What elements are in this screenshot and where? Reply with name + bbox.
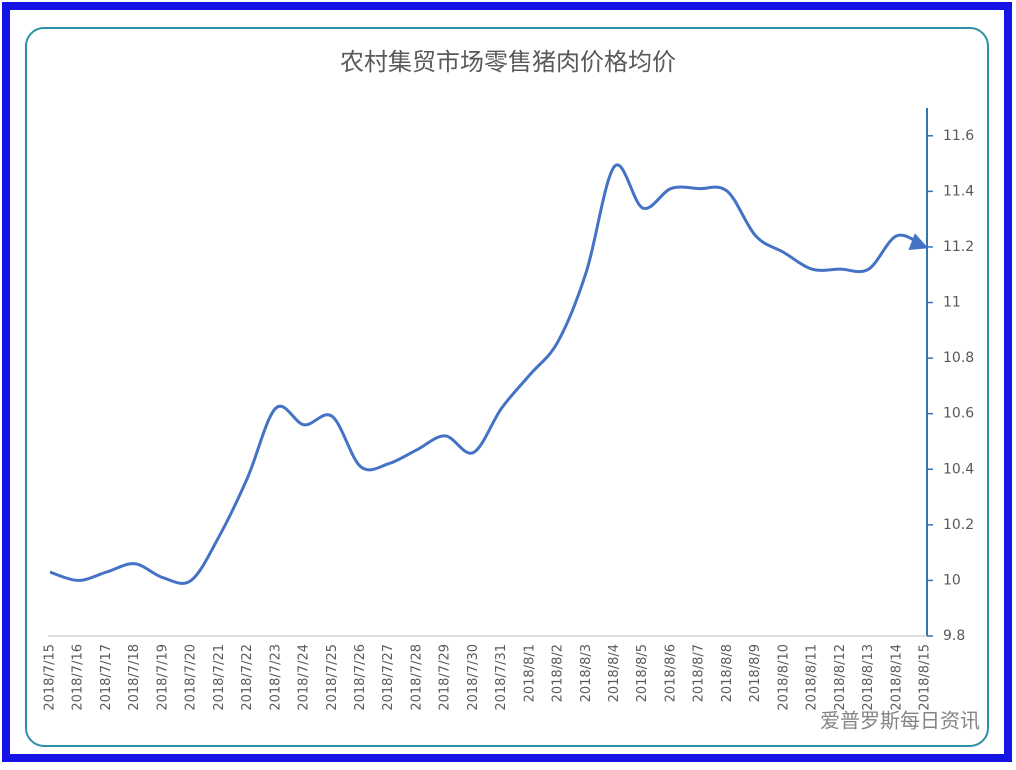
y-tick-label: 11.2	[943, 239, 974, 255]
x-tick-label: 2018/8/13	[861, 644, 876, 711]
x-tick-label: 2018/8/6	[663, 644, 678, 702]
x-tick-label: 2018/7/16	[71, 644, 86, 711]
x-tick-label: 2018/8/8	[720, 644, 735, 702]
x-tick-label: 2018/7/27	[381, 644, 396, 711]
x-tick-label: 2018/7/24	[297, 644, 312, 711]
x-tick-label: 2018/8/4	[607, 644, 622, 702]
x-tick-label: 2018/7/31	[494, 644, 509, 711]
y-tick-label: 11	[943, 295, 961, 311]
x-tick-label: 2018/7/28	[409, 644, 424, 711]
y-tick-label: 10	[943, 572, 961, 588]
y-tick-label: 10.8	[943, 350, 974, 366]
x-tick-label: 2018/8/12	[833, 644, 848, 711]
y-tick-label: 10.2	[943, 517, 974, 533]
x-tick-label: 2018/8/11	[805, 644, 820, 711]
line-series	[49, 163, 929, 585]
x-tick-label: 2018/8/9	[748, 644, 763, 702]
x-tick-label: 2018/7/26	[353, 644, 368, 711]
x-tick-label: 2018/8/5	[635, 644, 650, 702]
y-tick-label: 10.4	[943, 461, 974, 477]
y-tick-label: 11.6	[943, 128, 974, 144]
x-tick-label: 2018/7/22	[240, 644, 255, 711]
watermark: 爱普罗斯每日资讯	[820, 709, 980, 733]
x-tick-label: 2018/7/17	[99, 644, 114, 711]
x-tick-label: 2018/8/7	[692, 644, 707, 702]
chart-title: 农村集贸市场零售猪肉价格均价	[340, 48, 676, 76]
x-tick-label: 2018/7/30	[466, 644, 481, 711]
x-tick-label: 2018/7/19	[155, 644, 170, 711]
x-tick-label: 2018/7/18	[127, 644, 142, 711]
x-tick-label: 2018/7/29	[438, 644, 453, 711]
x-tick-label: 2018/8/10	[776, 644, 791, 711]
x-tick-label: 2018/8/2	[551, 644, 566, 702]
x-tick-label: 2018/8/14	[889, 644, 904, 711]
plot-box	[25, 27, 989, 747]
x-tick-label: 2018/7/25	[325, 644, 340, 711]
x-tick-label: 2018/7/21	[212, 644, 227, 711]
y-tick-label: 9.8	[943, 628, 965, 644]
y-tick-label: 11.4	[943, 183, 974, 199]
x-tick-label: 2018/7/23	[268, 644, 283, 711]
x-tick-label: 2018/8/15	[918, 644, 933, 711]
x-tick-label: 2018/8/1	[522, 644, 537, 702]
x-tick-label: 2018/8/3	[579, 644, 594, 702]
x-tick-label: 2018/7/15	[43, 644, 58, 711]
y-tick-label: 10.6	[943, 406, 974, 422]
x-tick-label: 2018/7/20	[184, 644, 199, 711]
